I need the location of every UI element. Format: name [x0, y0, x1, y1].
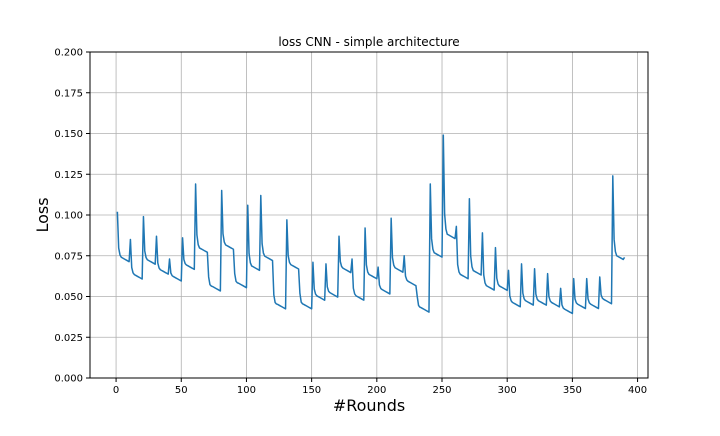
x-tick-label: 200 [367, 385, 386, 396]
x-tick-label: 350 [563, 385, 582, 396]
y-tick-label: 0.075 [54, 251, 83, 262]
x-tick-label: 150 [302, 385, 321, 396]
y-tick-label: 0.150 [54, 129, 83, 140]
x-tick-label: 0 [113, 385, 119, 396]
y-tick-label: 0.200 [54, 48, 83, 59]
series-loss [116, 134, 626, 315]
y-tick-label: 0.100 [54, 211, 83, 222]
y-tick-label: 0.000 [54, 374, 83, 385]
y-tick-label: 0.175 [54, 88, 83, 99]
x-tick-label: 250 [432, 385, 451, 396]
y-tick-label: 0.125 [54, 170, 83, 181]
plot-frame [89, 51, 649, 379]
x-tick-label: 100 [237, 385, 256, 396]
chart-title: loss CNN - simple architecture [278, 35, 459, 49]
y-axis-label: Loss [33, 197, 52, 232]
loss-line [116, 134, 626, 315]
x-axis-label: #Rounds [333, 396, 405, 415]
y-tick-label: 0.025 [54, 333, 83, 344]
x-tick-label: 50 [175, 385, 188, 396]
x-tick-label: 300 [498, 385, 517, 396]
x-tick-label: 400 [628, 385, 647, 396]
y-tick-label: 0.050 [54, 292, 83, 303]
ticks: 0 50 100 150 200 250 300 350 400 0.000 0.025 0.050 0… [54, 48, 647, 397]
